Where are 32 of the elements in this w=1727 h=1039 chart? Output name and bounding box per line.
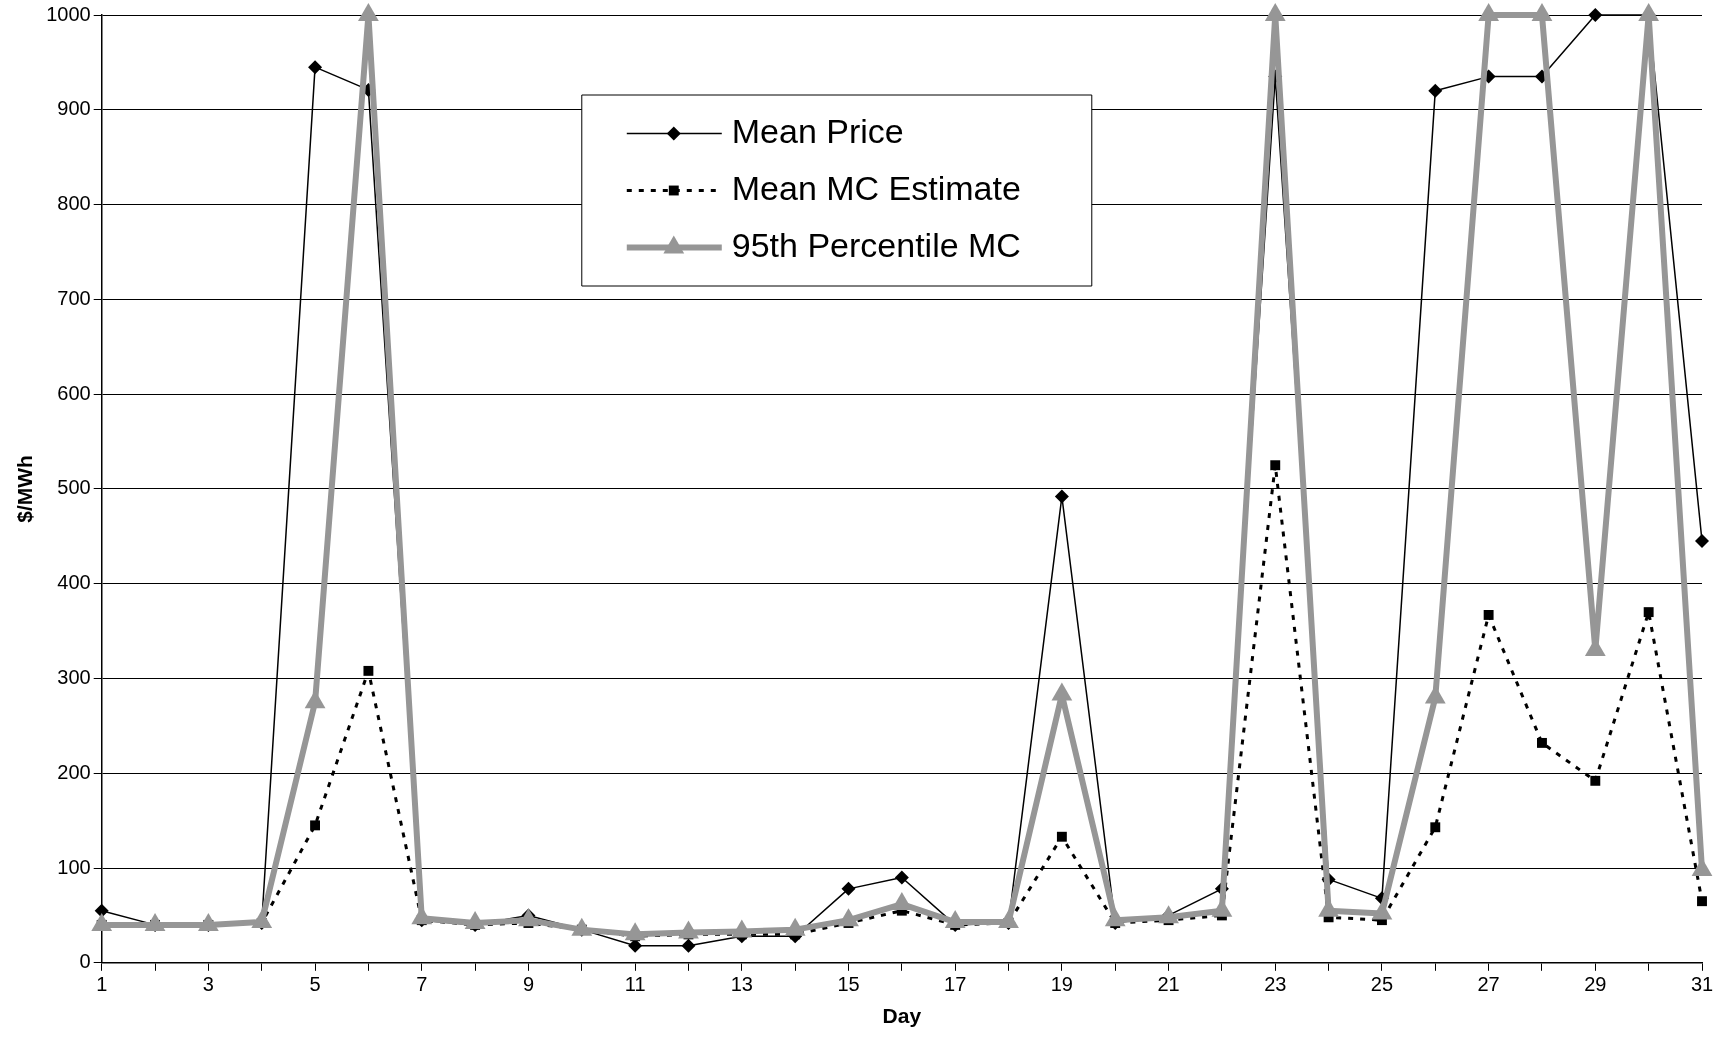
y-tick-label: 700 bbox=[57, 286, 91, 309]
x-tick-label: 21 bbox=[1157, 973, 1180, 996]
x-tick-label: 19 bbox=[1050, 973, 1073, 996]
x-tick-label: 9 bbox=[522, 973, 534, 996]
y-tick-label: 300 bbox=[57, 665, 91, 688]
x-tick-label: 31 bbox=[1690, 973, 1714, 996]
x-tick-label: 17 bbox=[944, 973, 967, 996]
x-tick-label: 7 bbox=[416, 973, 428, 996]
x-tick-label: 23 bbox=[1264, 973, 1287, 996]
x-tick-label: 25 bbox=[1370, 973, 1394, 996]
x-tick-label: 1 bbox=[96, 973, 108, 996]
legend-label: 95th Percentile MC bbox=[731, 225, 1021, 264]
legend-label: Mean Price bbox=[731, 111, 904, 150]
x-tick-label: 11 bbox=[624, 973, 646, 996]
x-axis-title: Day bbox=[882, 1004, 922, 1028]
y-tick-label: 1000 bbox=[46, 2, 91, 25]
x-tick-label: 13 bbox=[730, 973, 753, 996]
y-tick-label: 100 bbox=[57, 855, 91, 878]
y-tick-label: 600 bbox=[57, 381, 91, 404]
y-tick-label: 200 bbox=[57, 760, 91, 783]
y-tick-label: 800 bbox=[57, 192, 91, 215]
x-tick-label: 3 bbox=[202, 973, 214, 996]
legend-label: Mean MC Estimate bbox=[731, 168, 1021, 207]
y-tick-label: 400 bbox=[57, 571, 91, 594]
y-tick-label: 900 bbox=[57, 97, 91, 120]
y-tick-label: 0 bbox=[79, 950, 91, 973]
x-tick-label: 27 bbox=[1477, 973, 1500, 996]
x-tick-label: 29 bbox=[1584, 973, 1607, 996]
x-tick-label: 15 bbox=[837, 973, 860, 996]
y-axis-title: $/MWh bbox=[13, 455, 37, 523]
y-tick-label: 500 bbox=[57, 476, 91, 499]
x-tick-label: 5 bbox=[309, 973, 321, 996]
